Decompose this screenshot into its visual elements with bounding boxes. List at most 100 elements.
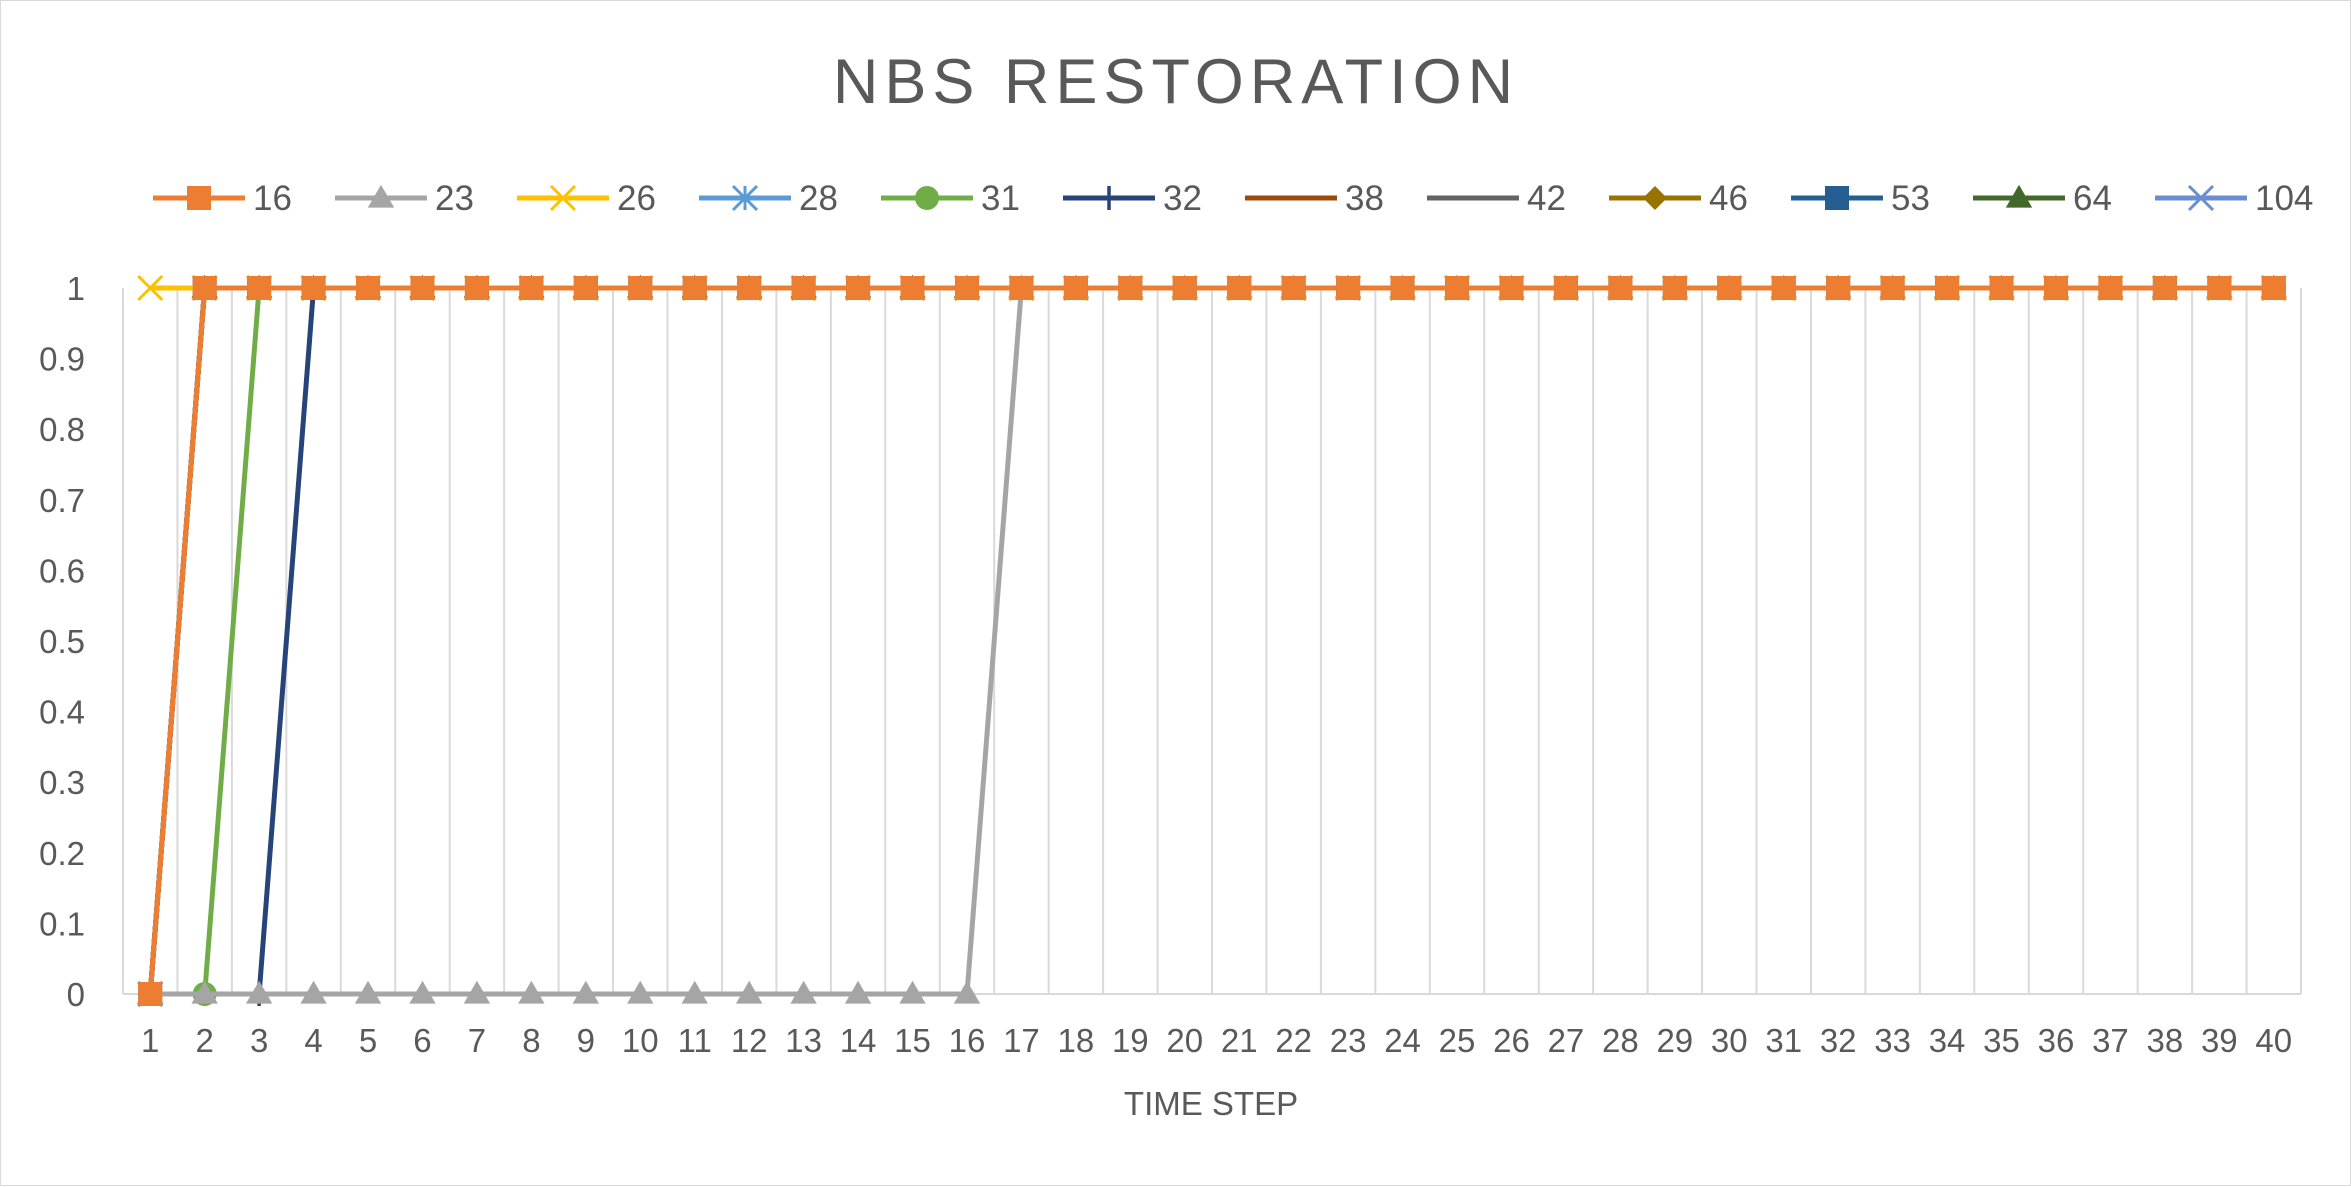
legend-marker	[1825, 186, 1849, 210]
series-16	[138, 276, 2286, 1006]
y-tick-label: 0.7	[39, 482, 85, 519]
series-line	[147, 285, 2274, 995]
data-point	[791, 276, 816, 300]
data-point	[192, 276, 217, 300]
x-tick-label: 12	[731, 1022, 768, 1059]
x-tick-label: 40	[2255, 1022, 2292, 1059]
data-point	[1771, 276, 1796, 300]
data-point	[247, 276, 272, 300]
legend-item-64: 64	[1973, 179, 2112, 218]
x-tick-label: 36	[2038, 1022, 2075, 1059]
data-point	[1880, 276, 1905, 300]
x-tick-label: 2	[195, 1022, 213, 1059]
data-point	[1826, 276, 1851, 300]
y-tick-label: 0.4	[39, 694, 85, 731]
legend-item-26: 26	[517, 179, 656, 218]
x-tick-label: 7	[468, 1022, 486, 1059]
legend-label: 23	[435, 179, 474, 218]
data-point	[628, 276, 653, 300]
x-tick-label: 10	[622, 1022, 659, 1059]
y-tick-label: 1	[67, 270, 85, 307]
x-tick-label: 17	[1003, 1022, 1040, 1059]
data-point	[1935, 276, 1960, 300]
y-tick-label: 0.1	[39, 905, 85, 942]
data-point	[899, 980, 926, 1004]
legend-item-16: 16	[153, 179, 292, 218]
x-tick-label: 26	[1493, 1022, 1530, 1059]
x-tick-label: 32	[1820, 1022, 1857, 1059]
legend-label: 16	[253, 179, 292, 218]
x-tick-label: 39	[2201, 1022, 2238, 1059]
x-tick-label: 5	[359, 1022, 377, 1059]
data-point	[356, 276, 381, 300]
data-point	[900, 276, 925, 300]
legend-label: 26	[617, 179, 656, 218]
data-point	[737, 276, 762, 300]
data-point	[790, 980, 817, 1004]
x-tick-label: 31	[1765, 1022, 1802, 1059]
data-point	[844, 980, 872, 1004]
x-tick-label: 30	[1711, 1022, 1748, 1059]
legend-label: 28	[799, 179, 838, 218]
data-point	[1336, 276, 1361, 300]
legend-marker	[1097, 186, 1121, 210]
y-tick-label: 0.2	[39, 835, 85, 872]
legend-item-42: 42	[1427, 179, 1566, 218]
chart-title: NBS RESTORATION	[833, 47, 1519, 117]
data-point	[735, 980, 763, 1004]
y-tick-label: 0.3	[39, 764, 85, 801]
legend-label: 64	[2073, 179, 2112, 218]
x-tick-label: 15	[894, 1022, 931, 1059]
x-tick-label: 37	[2092, 1022, 2129, 1059]
data-point	[573, 276, 598, 300]
data-point	[2207, 276, 2232, 300]
legend-label: 38	[1345, 179, 1384, 218]
data-point	[138, 982, 163, 1006]
data-point	[846, 276, 871, 300]
legend-item-31: 31	[881, 179, 1020, 218]
x-tick-label: 33	[1874, 1022, 1911, 1059]
data-point	[1553, 276, 1578, 300]
data-point	[1717, 276, 1742, 300]
data-point	[682, 276, 707, 300]
data-point	[2043, 276, 2068, 300]
data-point	[410, 276, 435, 300]
x-tick-label: 19	[1112, 1022, 1149, 1059]
y-tick-label: 0	[67, 976, 85, 1013]
x-tick-label: 29	[1656, 1022, 1693, 1059]
data-point	[1662, 276, 1687, 300]
y-tick-label: 0.6	[39, 552, 85, 589]
legend-label: 46	[1709, 179, 1748, 218]
data-point	[1608, 276, 1633, 300]
x-axis-ticks: 1 2 3 4 5 6 7 8 9 10 11 12 13 14 15 16 17 18 19 20 21 22 23 24 2…	[141, 1022, 2292, 1059]
data-point	[1227, 276, 1252, 300]
legend-label: 104	[2255, 179, 2313, 218]
x-tick-label: 18	[1058, 1022, 1095, 1059]
data-point	[1063, 276, 1088, 300]
legend-marker	[731, 184, 759, 212]
legend-item-46: 46	[1609, 179, 1748, 218]
legend-label: 31	[981, 179, 1020, 218]
x-tick-label: 6	[413, 1022, 431, 1059]
data-point	[627, 980, 654, 1004]
legend-item-53: 53	[1791, 179, 1930, 218]
data-point	[1281, 276, 1306, 300]
x-tick-label: 16	[949, 1022, 986, 1059]
y-axis-ticks: 0 0.1 0.2 0.3 0.4 0.5 0.6 0.7 0.8 0.9 1	[39, 270, 85, 1013]
legend: 16 23 26 28 31 32 38 42 46 53 64 104	[153, 179, 2313, 218]
data-point	[1009, 276, 1034, 300]
legend-item-38: 38	[1245, 179, 1384, 218]
legend-item-32: 32	[1063, 179, 1202, 218]
data-point	[1390, 276, 1415, 300]
data-point	[464, 276, 489, 300]
data-point	[519, 276, 544, 300]
legend-item-104: 104	[2155, 179, 2313, 218]
x-tick-label: 23	[1330, 1022, 1367, 1059]
data-point	[2261, 276, 2286, 300]
x-tick-label: 24	[1384, 1022, 1421, 1059]
data-point	[300, 980, 327, 1004]
legend-marker	[549, 184, 577, 212]
data-point	[518, 980, 545, 1004]
data-point	[681, 980, 708, 1004]
